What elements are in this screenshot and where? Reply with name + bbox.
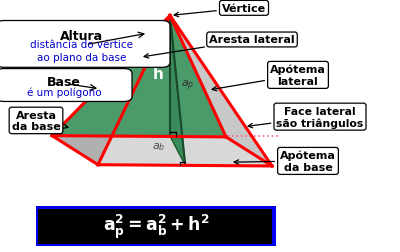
Polygon shape: [98, 16, 272, 166]
FancyBboxPatch shape: [38, 209, 272, 244]
Text: é um polígono: é um polígono: [27, 87, 101, 97]
Text: Base: Base: [47, 76, 81, 89]
Text: $\mathbf{a_p^2 = a_b^2 + h^2}$: $\mathbf{a_p^2 = a_b^2 + h^2}$: [103, 212, 209, 240]
Text: Aresta
da base: Aresta da base: [12, 110, 68, 132]
Polygon shape: [170, 16, 272, 166]
Text: Altura: Altura: [60, 30, 104, 43]
Polygon shape: [170, 16, 185, 166]
Text: Aresta lateral: Aresta lateral: [144, 35, 295, 59]
Text: $a_p$: $a_p$: [181, 79, 194, 93]
Text: Apótema
lateral: Apótema lateral: [212, 65, 326, 91]
Text: Vértice: Vértice: [174, 4, 266, 18]
FancyBboxPatch shape: [36, 207, 276, 246]
Text: $a_b$: $a_b$: [152, 141, 165, 152]
Polygon shape: [52, 16, 226, 137]
FancyBboxPatch shape: [0, 69, 132, 102]
Text: Apótema
da base: Apótema da base: [234, 150, 336, 172]
Polygon shape: [52, 136, 272, 166]
Text: Face lateral
são triângulos: Face lateral são triângulos: [248, 106, 364, 128]
Text: h: h: [152, 67, 164, 81]
FancyBboxPatch shape: [0, 21, 170, 68]
Text: distância do vértice
ao plano da base: distância do vértice ao plano da base: [30, 40, 134, 63]
Polygon shape: [52, 16, 170, 165]
